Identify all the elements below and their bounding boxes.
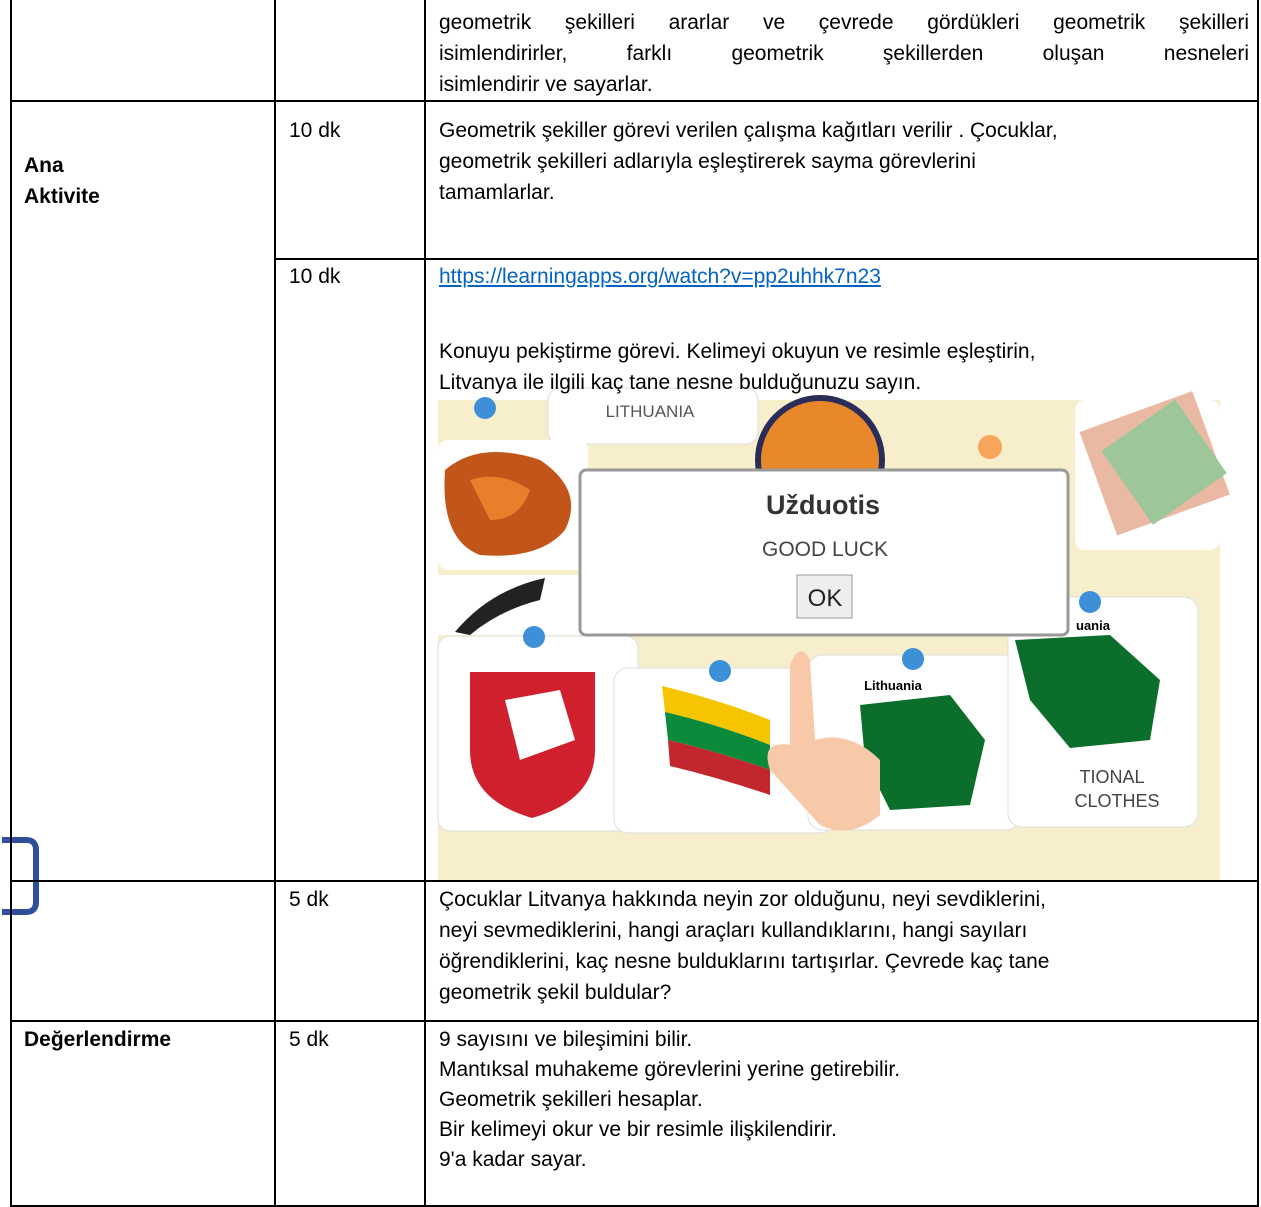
duration: 10 dk bbox=[289, 119, 341, 142]
content-line: Geometrik şekiller görevi verilen çalışm… bbox=[439, 119, 1058, 142]
content-line: 9 sayısını ve bileşimini bilir. bbox=[439, 1028, 693, 1051]
bracket bbox=[2, 837, 39, 915]
card-label: LITHUANIA bbox=[606, 402, 695, 421]
content-line: isimlendirir ve sayarlar. bbox=[439, 73, 653, 96]
card-label: TIONAL bbox=[1079, 767, 1144, 787]
card-label: uania bbox=[1076, 618, 1111, 633]
card-label: Lithuania bbox=[864, 678, 923, 693]
duration: 5 dk bbox=[289, 1028, 329, 1051]
duration: 5 dk bbox=[289, 888, 329, 911]
link[interactable]: https://learningapps.org/watch?v=pp2uhhk… bbox=[439, 265, 881, 288]
table-border bbox=[10, 880, 1259, 882]
content-line: Litvanya ile ilgili kaç tane nesne buldu… bbox=[439, 371, 922, 394]
table-border bbox=[274, 0, 276, 1206]
content-line: Çocuklar Litvanya hakkında neyin zor old… bbox=[439, 888, 1047, 911]
dialog-message: GOOD LUCK bbox=[762, 538, 888, 561]
content-line: geometrik şekil buldular? bbox=[439, 981, 672, 1004]
content-line: Konuyu pekiştirme görevi. Kelimeyi okuyu… bbox=[439, 340, 1036, 363]
card-label: CLOTHES bbox=[1074, 791, 1159, 811]
table-border bbox=[10, 1205, 1259, 1207]
content-line: 9'a kadar sayar. bbox=[439, 1148, 587, 1171]
content-line: tamamlarlar. bbox=[439, 181, 555, 204]
content-line: isimlendirirler, farklı geometrik şekill… bbox=[439, 42, 1249, 65]
table-border bbox=[10, 1020, 1259, 1022]
row-label: Aktivite bbox=[24, 185, 100, 208]
row-label: Ana bbox=[24, 154, 64, 177]
content-line: Mantıksal muhakeme görevlerini yerine ge… bbox=[439, 1058, 901, 1081]
table-border bbox=[274, 258, 1259, 260]
table-border bbox=[10, 0, 12, 1206]
content-line: öğrendiklerini, kaç nesne bulduklarını t… bbox=[439, 950, 1050, 973]
content-line: geometrik şekilleri ararlar ve çevrede g… bbox=[439, 11, 1249, 34]
content-line: neyi sevmediklerini, hangi araçları kull… bbox=[439, 919, 1028, 942]
table-border bbox=[424, 0, 426, 1206]
dialog-title: Užduotis bbox=[766, 490, 880, 520]
table-border bbox=[10, 100, 1259, 102]
content-line: Geometrik şekilleri hesaplar. bbox=[439, 1088, 703, 1111]
activity-image: LITHUANIA Lithuania uania TIONAL CLOTHES… bbox=[437, 387, 1230, 880]
table-border bbox=[1257, 0, 1259, 1206]
row-label: Değerlendirme bbox=[24, 1028, 172, 1051]
duration: 10 dk bbox=[289, 265, 341, 288]
content-line: geometrik şekilleri adlarıyla eşleştirer… bbox=[439, 150, 976, 173]
dialog-button[interactable]: OK bbox=[808, 585, 843, 612]
content-line: Bir kelimeyi okur ve bir resimle ilişkil… bbox=[439, 1118, 837, 1141]
